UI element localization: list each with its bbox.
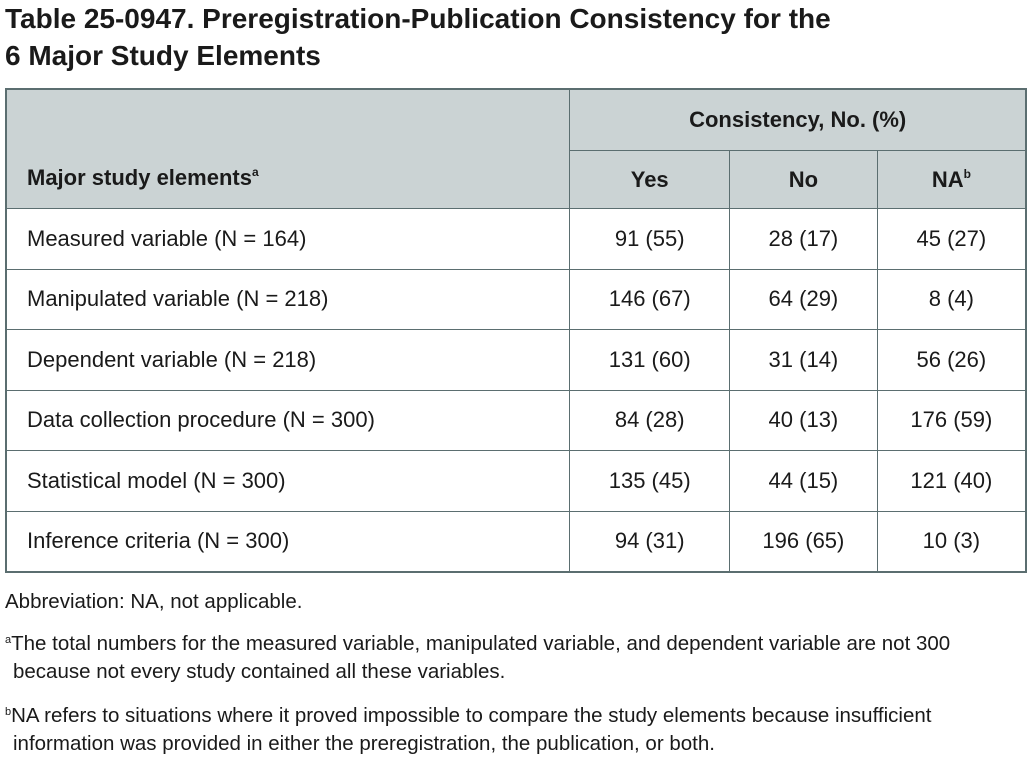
column-header: Yes [569,150,731,209]
cell: 131 (60) [569,329,731,391]
cell: 94 (31) [569,510,731,573]
table-row: Data collection procedure (N = 300) 84 (2… [5,389,1027,451]
footnote-mark: b [5,706,12,718]
cell: 40 (13) [729,389,878,451]
row-header: Major study elementsa [5,88,571,209]
cell: 91 (55) [569,208,731,270]
footnote-text: The total numbers for the measured varia… [11,632,951,683]
cell: 10 (3) [876,510,1027,573]
table-body: Measured variable (N = 164) 91 (55) 28 (17… [5,208,1027,573]
header-row: Yes No NAb [6,150,1027,209]
footnote-mark: b [963,166,971,181]
table-row: Measured variable (N = 164) 91 (55) 28 (17… [5,208,1027,270]
title-line: Table 25-0947. Preregistration-Publicati… [5,3,831,34]
header-row: Major study elementsa Consistency, No. (… [5,88,1027,209]
cell: 31 (14) [729,329,878,391]
row-label: Dependent variable (N = 218) [5,329,571,391]
footnotes: Abbreviation: NA, not applicable. aThe t… [5,588,1029,770]
column-header-text: Yes [630,166,669,192]
row-label: Measured variable (N = 164) [5,208,571,270]
cell: 44 (15) [729,450,878,512]
table-row: Inference criteria (N = 300) 94 (31) 196 (… [5,510,1027,573]
table-row: Dependent variable (N = 218) 131 (60) 31 (… [5,329,1027,391]
footnote: aThe total numbers for the measured vari… [5,626,1029,686]
table-title: Table 25-0947. Preregistration-Publicati… [5,0,831,74]
row-label: Statistical model (N = 300) [5,450,571,512]
cell: 146 (67) [569,268,731,330]
footnote-mark: a [251,164,259,179]
cell: 121 (40) [876,450,1027,512]
row-label: Inference criteria (N = 300) [5,510,571,573]
cell: 64 (29) [729,268,878,330]
cell: 176 (59) [876,389,1027,451]
cell: 45 (27) [876,208,1027,270]
abbreviation: Abbreviation: NA, not applicable. [5,590,303,613]
footnote: bNA refers to situations where it proved… [5,698,1029,758]
cell: 28 (17) [729,208,878,270]
cell: 135 (45) [569,450,731,512]
table-row: Statistical model (N = 300) 135 (45) 44 (1… [5,450,1027,512]
data-table: Major study elementsa Consistency, No. (… [5,88,1027,573]
column-header: No [729,150,878,209]
row-header-text: Major study elements [27,164,252,190]
cell: 8 (4) [876,268,1027,330]
table-header: Major study elementsa Consistency, No. (… [5,88,1027,209]
page: Table 25-0947. Preregistration-Publicati… [5,0,1027,755]
column-header: NAb [876,150,1027,209]
group-header: Consistency, No. (%) [569,88,1027,151]
footnote-text: NA refers to situations where it proved … [11,704,932,755]
cell: 56 (26) [876,329,1027,391]
row-label: Manipulated variable (N = 218) [5,268,571,330]
column-header-text: NA [931,166,964,192]
title-line: 6 Major Study Elements [5,40,321,71]
table-row: Manipulated variable (N = 218) 146 (67) 64… [5,268,1027,330]
column-header-text: No [788,166,819,192]
row-label: Data collection procedure (N = 300) [5,389,571,451]
footnote-mark: a [5,634,12,646]
cell: 84 (28) [569,389,731,451]
cell: 196 (65) [729,510,878,573]
